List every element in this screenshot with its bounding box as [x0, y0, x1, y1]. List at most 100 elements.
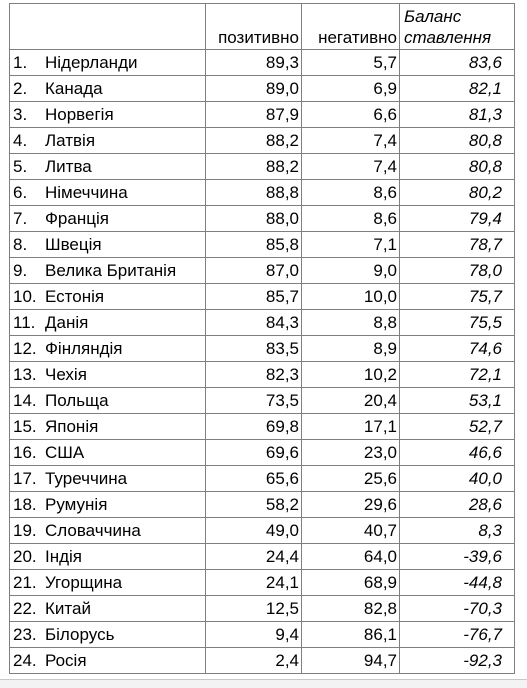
positive-value: 58,2 [205, 491, 302, 518]
balance-value: -92,3 [399, 647, 515, 674]
negative-value: 86,1 [301, 621, 400, 648]
rank-number: 17. [13, 469, 37, 488]
negative-value: 6,9 [301, 75, 400, 102]
positive-value: 87,9 [205, 101, 302, 128]
sheet-tabs-strip [0, 679, 527, 688]
positive-value: 88,2 [205, 127, 302, 154]
negative-value: 82,8 [301, 595, 400, 622]
negative-value: 8,8 [301, 309, 400, 336]
balance-value: 72,1 [399, 361, 515, 388]
table-row: 9. Велика Британія 87,0 9,0 78,0 [9, 257, 515, 284]
country-cell: 19. Словаччина [9, 517, 206, 544]
balance-value: 74,6 [399, 335, 515, 362]
rank-number: 10. [13, 287, 37, 306]
negative-value: 10,0 [301, 283, 400, 310]
negative-value: 9,0 [301, 257, 400, 284]
negative-value: 5,7 [301, 49, 400, 76]
rank-number: 22. [13, 599, 37, 618]
table-row: 7. Франція 88,0 8,6 79,4 [9, 205, 515, 232]
balance-value: 52,7 [399, 413, 515, 440]
country-name: Угорщина [45, 573, 123, 592]
country-name: Чехія [45, 365, 87, 384]
table-row: 22. Китай 12,5 82,8 -70,3 [9, 595, 515, 622]
table-row: 6. Німеччина 88,8 8,6 80,2 [9, 179, 515, 206]
country-cell: 12. Фінляндія [9, 335, 206, 362]
negative-value: 7,1 [301, 231, 400, 258]
country-name: Туреччина [45, 469, 128, 488]
table-row: 23. Білорусь 9,4 86,1 -76,7 [9, 621, 515, 648]
positive-value: 9,4 [205, 621, 302, 648]
balance-value: 75,5 [399, 309, 515, 336]
balance-value: 81,3 [399, 101, 515, 128]
table-row: 11. Данія 84,3 8,8 75,5 [9, 309, 515, 336]
positive-value: 73,5 [205, 387, 302, 414]
balance-value: 80,2 [399, 179, 515, 206]
country-name: Норвегія [45, 105, 114, 124]
negative-value: 8,9 [301, 335, 400, 362]
table-row: 17. Туреччина 65,6 25,6 40,0 [9, 465, 515, 492]
country-cell: 18. Румунія [9, 491, 206, 518]
balance-value: 83,6 [399, 49, 515, 76]
country-name: Індія [45, 547, 83, 566]
rank-number: 3. [13, 105, 28, 124]
country-name: Швеція [45, 235, 102, 254]
table-row: 13. Чехія 82,3 10,2 72,1 [9, 361, 515, 388]
country-cell: 10. Естонія [9, 283, 206, 310]
table-row: 16. США 69,6 23,0 46,6 [9, 439, 515, 466]
negative-value: 6,6 [301, 101, 400, 128]
balance-value: -39,6 [399, 543, 515, 570]
table-row: 5. Литва 88,2 7,4 80,8 [9, 153, 515, 180]
country-cell: 3. Норвегія [9, 101, 206, 128]
negative-value: 8,6 [301, 205, 400, 232]
positive-value: 69,6 [205, 439, 302, 466]
table-row: 8. Швеція 85,8 7,1 78,7 [9, 231, 515, 258]
balance-value: -70,3 [399, 595, 515, 622]
header-balance: Баланс ставлення [399, 3, 515, 50]
balance-value: 80,8 [399, 127, 515, 154]
balance-value: 53,1 [399, 387, 515, 414]
balance-value: 80,8 [399, 153, 515, 180]
country-cell: 16. США [9, 439, 206, 466]
rank-number: 19. [13, 521, 37, 540]
table-row: 12. Фінляндія 83,5 8,9 74,6 [9, 335, 515, 362]
table-row: 1. Нідерланди 89,3 5,7 83,6 [9, 49, 515, 76]
balance-value: 78,0 [399, 257, 515, 284]
rank-number: 18. [13, 495, 37, 514]
country-name: Фінляндія [45, 339, 123, 358]
rank-number: 24. [13, 651, 37, 670]
table-row: 21. Угорщина 24,1 68,9 -44,8 [9, 569, 515, 596]
country-cell: 1. Нідерланди [9, 49, 206, 76]
rank-number: 16. [13, 443, 37, 462]
header-balance-line2: ставлення [404, 28, 492, 47]
positive-value: 85,7 [205, 283, 302, 310]
table-row: 20. Індія 24,4 64,0 -39,6 [9, 543, 515, 570]
balance-value: 46,6 [399, 439, 515, 466]
rank-number: 4. [13, 131, 28, 150]
header-blank-cell [9, 3, 206, 50]
positive-value: 88,2 [205, 153, 302, 180]
positive-value: 84,3 [205, 309, 302, 336]
rank-number: 21. [13, 573, 37, 592]
table-row: 19. Словаччина 49,0 40,7 8,3 [9, 517, 515, 544]
country-name: Латвія [45, 131, 96, 150]
negative-value: 23,0 [301, 439, 400, 466]
rank-number: 11. [13, 313, 36, 332]
balance-value: 28,6 [399, 491, 515, 518]
positive-value: 88,0 [205, 205, 302, 232]
negative-value: 64,0 [301, 543, 400, 570]
negative-value: 10,2 [301, 361, 400, 388]
balance-value: 82,1 [399, 75, 515, 102]
positive-value: 49,0 [205, 517, 302, 544]
rank-number: 15. [13, 417, 37, 436]
negative-value: 94,7 [301, 647, 400, 674]
balance-value: 75,7 [399, 283, 515, 310]
country-cell: 20. Індія [9, 543, 206, 570]
negative-value: 25,6 [301, 465, 400, 492]
country-cell: 22. Китай [9, 595, 206, 622]
balance-value: 79,4 [399, 205, 515, 232]
rank-number: 23. [13, 625, 37, 644]
table-row: 4. Латвія 88,2 7,4 80,8 [9, 127, 515, 154]
header-row: позитивно негативно Баланс ставлення [9, 3, 515, 50]
rank-number: 12. [13, 339, 37, 358]
table-row: 18. Румунія 58,2 29,6 28,6 [9, 491, 515, 518]
